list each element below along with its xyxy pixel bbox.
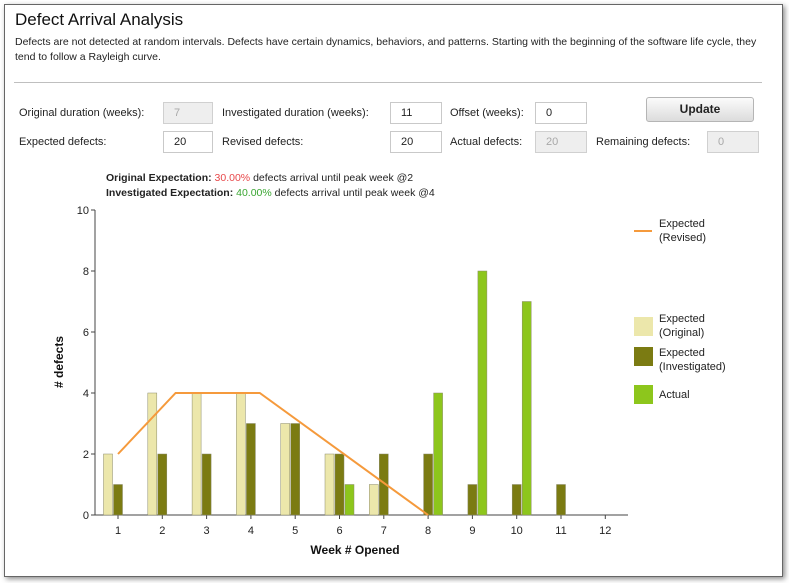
expected-defects-field[interactable]: 20 (163, 131, 213, 153)
original-expectation-pct: 30.00% (214, 172, 251, 184)
offset-field[interactable]: 0 (535, 102, 587, 124)
update-button[interactable]: Update (646, 97, 754, 122)
app-window (4, 4, 783, 577)
actual-defects-field: 20 (535, 131, 587, 153)
offset-label: Offset (weeks): (450, 107, 524, 119)
page-title: Defect Arrival Analysis (15, 10, 184, 29)
actual-defects-label: Actual defects: (450, 136, 523, 148)
divider (14, 82, 762, 83)
remaining-defects-field: 0 (707, 131, 759, 153)
original-expectation-label: Original Expectation: (106, 172, 212, 184)
revised-defects-label: Revised defects: (222, 136, 304, 148)
investigated-expectation-summary: Investigated Expectation: 40.00% defects… (106, 187, 435, 199)
page-description: Defects are not detected at random inter… (15, 36, 757, 63)
investigated-expectation-text: defects arrival until peak week @4 (271, 187, 435, 199)
original-duration-field: 7 (163, 102, 213, 124)
original-expectation-summary: Original Expectation: 30.00% defects arr… (106, 172, 413, 184)
investigated-expectation-label: Investigated Expectation: (106, 187, 234, 199)
expected-defects-label: Expected defects: (19, 136, 107, 148)
investigated-duration-field[interactable]: 11 (390, 102, 442, 124)
original-duration-label: Original duration (weeks): (19, 107, 145, 119)
investigated-duration-label: Investigated duration (weeks): (222, 107, 369, 119)
original-expectation-text: defects arrival until peak week @2 (250, 172, 414, 184)
revised-defects-field[interactable]: 20 (390, 131, 442, 153)
investigated-expectation-pct: 40.00% (236, 187, 272, 199)
remaining-defects-label: Remaining defects: (596, 136, 691, 148)
